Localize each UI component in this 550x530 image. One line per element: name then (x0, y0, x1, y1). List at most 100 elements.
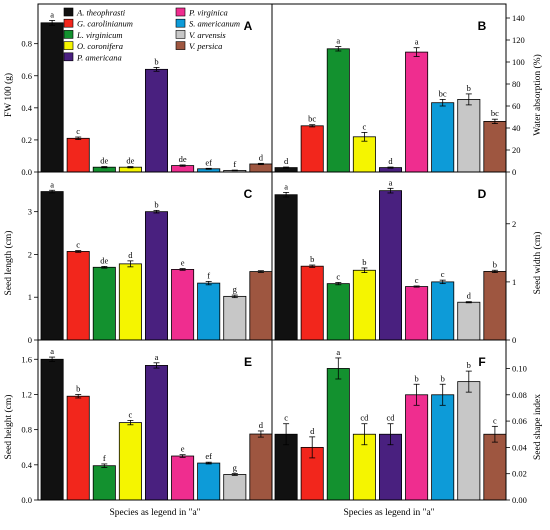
bar-d-8 (483, 271, 507, 341)
y-tick-label: 0.08 (512, 390, 527, 400)
bar-d-0 (274, 194, 298, 341)
y-tick-label: 0.8 (21, 425, 32, 435)
y-tick-label: 0.06 (512, 416, 527, 426)
bar-b-6 (431, 102, 455, 173)
significance-letter: e (181, 444, 185, 454)
y-axis-label: Water absorption (%) (532, 54, 543, 136)
legend-label: P. virginica (188, 8, 228, 18)
y-tick-label: 2 (28, 249, 32, 259)
legend-label: V. arvensis (189, 30, 226, 40)
y-tick-label: 80 (512, 79, 521, 89)
significance-letter: a (389, 177, 393, 187)
significance-letter: cd (386, 413, 395, 423)
significance-letter: b (441, 373, 445, 383)
y-tick-label: 0 (512, 167, 516, 177)
significance-letter: c (363, 121, 367, 131)
significance-letter: cd (360, 413, 369, 423)
significance-letter: bc (491, 108, 499, 118)
panel-letter: D (478, 187, 487, 201)
legend-swatch (175, 30, 186, 39)
bar-c-1 (66, 251, 90, 341)
bar-b-2 (326, 48, 350, 173)
significance-letter: de (179, 154, 187, 164)
bar-f-8 (483, 433, 507, 501)
panel-letter: A (244, 19, 253, 33)
legend-swatch (63, 30, 74, 39)
y-tick-label: 100 (512, 57, 525, 67)
y-tick-label: 1.6 (21, 354, 32, 364)
y-tick-label: 20 (512, 145, 521, 155)
bar-f-2 (326, 368, 350, 501)
legend-swatch (63, 18, 74, 28)
significance-letter: b (467, 360, 471, 370)
significance-letter: b (467, 83, 471, 93)
legend-label: S. americanum (189, 19, 240, 29)
significance-letter: c (336, 271, 340, 281)
bar-b-5 (405, 51, 429, 173)
significance-letter: bc (308, 114, 316, 124)
y-tick-label: 2 (512, 219, 516, 229)
y-tick-label: 3 (28, 207, 32, 217)
y-tick-label: 1.2 (21, 389, 32, 399)
significance-letter: d (310, 426, 315, 436)
significance-letter: g (233, 463, 238, 473)
significance-letter: a (155, 352, 159, 362)
bar-d-2 (326, 283, 350, 341)
significance-letter: b (362, 257, 366, 267)
legend-label: L. virginicum (76, 30, 123, 40)
legend-label: V. persica (189, 41, 222, 51)
significance-letter: b (414, 373, 418, 383)
x-axis-label-right: Species as legend in "a" (343, 508, 434, 518)
significance-letter: b (76, 383, 80, 393)
significance-letter: b (154, 56, 158, 66)
bar-e-5 (171, 455, 195, 501)
significance-letter: c (284, 413, 288, 423)
bar-d-1 (300, 265, 324, 341)
x-axis-label-left: Species as legend in "a" (109, 508, 200, 518)
significance-letter: d (284, 156, 289, 166)
y-tick-label: 0.04 (512, 442, 528, 452)
bar-c-6 (197, 282, 221, 341)
y-axis-label: FW 100 (g) (3, 73, 14, 117)
y-tick-label: 0.4 (21, 460, 32, 470)
significance-letter: de (126, 156, 134, 166)
significance-letter: c (76, 126, 80, 136)
significance-letter: d (388, 156, 393, 166)
bar-c-4 (144, 211, 168, 341)
bar-a-1 (66, 137, 90, 173)
legend-label: P. americana (76, 52, 122, 62)
bar-e-6 (197, 462, 221, 501)
significance-letter: a (50, 9, 54, 19)
significance-letter: d (259, 152, 264, 162)
y-tick-label: 0.00 (512, 495, 527, 505)
y-tick-label: 140 (512, 13, 525, 23)
bar-e-0 (40, 358, 64, 501)
bar-b-1 (300, 125, 324, 173)
bar-c-2 (92, 266, 116, 341)
significance-letter: d (467, 291, 472, 301)
legend-label: A. theophrasti (76, 8, 126, 18)
legend-swatch (175, 41, 186, 50)
significance-letter: a (415, 37, 419, 47)
bar-a-0 (40, 22, 64, 173)
bar-f-7 (457, 381, 481, 501)
significance-letter: ef (205, 451, 212, 461)
panel-letter: E (244, 355, 252, 369)
bar-c-3 (118, 263, 142, 341)
y-tick-label: 40 (512, 123, 521, 133)
significance-letter: a (336, 36, 340, 46)
legend-label: O. coronifera (77, 41, 123, 51)
significance-letter: d (259, 420, 264, 430)
bar-b-3 (352, 136, 376, 173)
bar-e-3 (118, 422, 142, 501)
y-tick-label: 0.0 (21, 495, 32, 505)
y-tick-label: 0.4 (21, 103, 32, 113)
significance-letter: b (154, 199, 158, 209)
y-tick-label: 0.8 (21, 39, 32, 49)
significance-letter: de (100, 255, 108, 265)
significance-letter: ef (205, 157, 212, 167)
bar-c-8 (249, 271, 273, 341)
y-tick-label: 0.10 (512, 363, 527, 373)
bar-d-6 (431, 281, 455, 341)
